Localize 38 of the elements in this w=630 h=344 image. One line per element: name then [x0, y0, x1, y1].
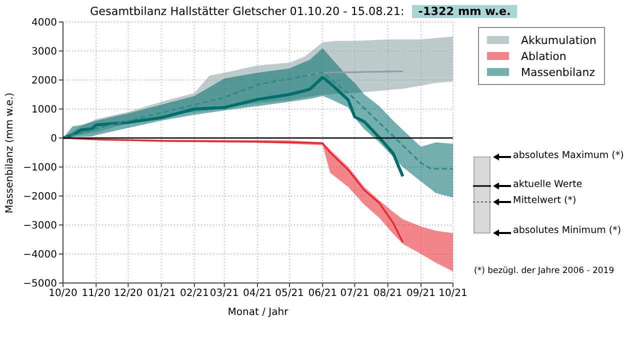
text: (*) bezügl. der Jahre 2006 - 2019: [474, 266, 614, 276]
x-tick-label: 09/21: [406, 288, 436, 300]
text: absolutes Maximum (*): [513, 150, 624, 161]
x-tick-label: 12/20: [114, 288, 143, 300]
x-tick-label: 05/21: [275, 288, 304, 300]
x-tick-label: 06/21: [308, 288, 338, 300]
text: aktuelle Werte: [513, 179, 582, 190]
y-axis-title: Massenbilanz (mm w.e.): [4, 92, 16, 214]
y-tick-label: −5000: [23, 278, 57, 290]
legend-label: Massenbilanz: [521, 66, 596, 78]
y-tick-label: 3000: [32, 46, 57, 58]
x-tick-label: 10/21: [438, 288, 468, 300]
chart-subtitle: -1322 mm w.e.: [412, 5, 517, 18]
text: Mittelwert (*): [513, 195, 576, 206]
x-tick-label: 11/20: [82, 288, 111, 300]
y-tick-label: −3000: [23, 220, 57, 232]
x-tick-label: 07/21: [340, 288, 370, 300]
x-tick-label: 02/21: [180, 288, 209, 300]
y-tick-label: −4000: [23, 250, 57, 261]
x-tick-label: 10/20: [48, 288, 78, 300]
line-series: [63, 137, 404, 243]
line-series: [63, 76, 404, 178]
x-tick-label: 01/21: [146, 288, 176, 300]
chart-title: Gesamtbilanz Hallstätter Gletscher 01.10.20 - 15.08.21:: [90, 5, 404, 18]
y-tick-label: −2000: [23, 192, 57, 203]
line-series: [63, 72, 453, 170]
legend-label: Akkumulation: [521, 34, 596, 46]
x-axis-title: Monat / Jahr: [228, 307, 290, 318]
y-tick-label: 2000: [32, 76, 57, 87]
y-tick-label: 1000: [32, 104, 57, 116]
x-tick-label: 04/21: [243, 288, 272, 300]
text: absolutes Minimum (*): [513, 225, 622, 236]
y-tick-label: 0: [50, 134, 57, 145]
x-tick-label: 03/21: [210, 288, 239, 300]
y-tick-label: −1000: [23, 162, 57, 174]
y-tick-label: 4000: [32, 18, 57, 29]
legend-label: Ablation: [521, 50, 566, 62]
x-tick-label: 08/21: [373, 288, 402, 300]
